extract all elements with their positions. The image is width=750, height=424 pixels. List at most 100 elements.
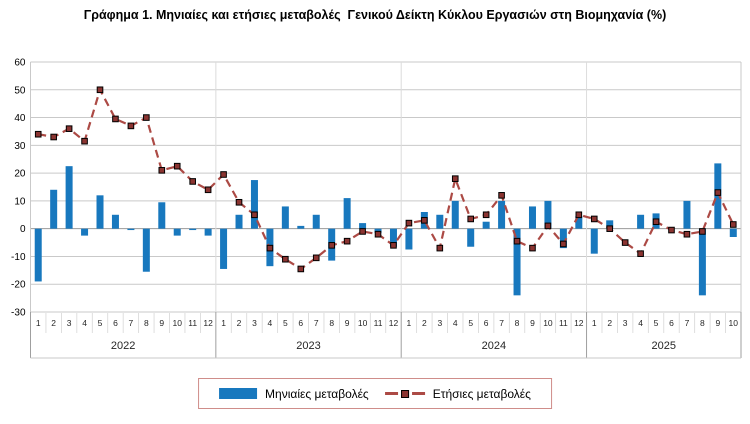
- marker-annual-change: [714, 189, 722, 196]
- marker-annual-change: [436, 244, 444, 252]
- annual-line-swatch-icon: [384, 389, 425, 398]
- marker-annual-change: [112, 115, 119, 123]
- x-month-label: 5: [468, 318, 473, 328]
- annual-dash-left: [384, 392, 398, 395]
- marker-annual-change: [374, 230, 382, 238]
- x-month-label: 4: [638, 318, 643, 328]
- marker-annual-change: [529, 244, 536, 252]
- x-month-label: 3: [252, 318, 257, 328]
- marker-annual-change: [173, 162, 181, 170]
- marker-annual-change: [498, 192, 505, 199]
- marker-annual-change: [143, 114, 150, 121]
- x-month-label: 7: [499, 318, 504, 328]
- bar-monthly-change: [714, 163, 722, 229]
- x-month-label: 6: [484, 318, 489, 328]
- bar-monthly-change: [544, 200, 552, 229]
- bar-monthly-change: [142, 228, 150, 272]
- x-month-label: 9: [345, 318, 350, 328]
- marker-annual-change: [621, 239, 629, 246]
- x-month-label: 10: [543, 318, 553, 328]
- x-month-label: 10: [358, 318, 368, 328]
- x-month-label: 4: [453, 318, 458, 328]
- x-month-label: 5: [654, 318, 659, 328]
- marker-annual-change: [343, 237, 351, 245]
- x-month-label: 9: [530, 318, 535, 328]
- x-month-label: 4: [82, 318, 87, 328]
- marker-annual-change: [421, 217, 428, 224]
- annual-marker-square: [400, 389, 409, 398]
- x-month-label: 1: [36, 318, 41, 328]
- marker-annual-change: [81, 137, 88, 145]
- x-month-label: 9: [159, 318, 164, 328]
- x-month-label: 3: [67, 318, 72, 328]
- bar-monthly-change: [312, 214, 320, 229]
- marker-annual-change: [405, 219, 413, 227]
- marker-annual-change: [204, 186, 212, 194]
- y-tick-label: 20: [14, 169, 26, 180]
- monthly-bars-swatch-icon: [219, 388, 258, 399]
- marker-annual-change: [220, 171, 227, 178]
- x-month-label: 6: [669, 318, 674, 328]
- x-year-label: 2025: [652, 340, 676, 352]
- bar-monthly-change: [343, 198, 351, 229]
- x-year-label: 2022: [111, 340, 135, 352]
- bar-monthly-change: [698, 228, 706, 296]
- bar-monthly-change: [173, 228, 181, 236]
- x-month-label: 8: [700, 318, 705, 328]
- x-month-label: 3: [623, 318, 628, 328]
- x-month-label: 2: [607, 318, 612, 328]
- bar-monthly-change: [81, 228, 89, 236]
- bar-monthly-change: [65, 166, 73, 229]
- marker-annual-change: [482, 211, 490, 219]
- marker-annual-change: [513, 237, 521, 245]
- x-month-label: 4: [268, 318, 273, 328]
- marker-annual-change: [683, 230, 691, 238]
- marker-annual-change: [34, 130, 42, 138]
- marker-annual-change: [668, 226, 675, 234]
- marker-annual-change: [266, 244, 274, 252]
- chart-legend: Μηνιαίες μεταβολές Ετήσιες μεταβολές: [198, 378, 552, 409]
- x-month-label: 9: [715, 318, 720, 328]
- marker-annual-change: [297, 265, 305, 273]
- x-month-label: 1: [407, 318, 412, 328]
- x-month-label: 2: [51, 318, 56, 328]
- bar-monthly-change: [467, 228, 475, 247]
- marker-annual-change: [729, 221, 737, 228]
- y-tick-label: -10: [11, 252, 26, 263]
- marker-annual-change: [235, 198, 243, 206]
- x-month-label: 2: [422, 318, 427, 328]
- legend-label-monthly: Μηνιαίες μεταβολές: [265, 386, 369, 401]
- marker-annual-change: [65, 125, 73, 132]
- x-month-label: 1: [221, 318, 226, 328]
- marker-annual-change: [560, 240, 567, 248]
- x-month-label: 11: [188, 318, 197, 328]
- bar-monthly-change: [374, 228, 382, 233]
- y-tick-label: 60: [14, 58, 26, 69]
- bar-monthly-change: [158, 202, 166, 229]
- x-month-label: 10: [729, 318, 739, 328]
- marker-annual-change: [637, 250, 644, 257]
- bar-monthly-change: [528, 206, 536, 229]
- marker-annual-change: [590, 215, 598, 223]
- bar-monthly-change: [250, 180, 258, 229]
- legend-item-annual: Ετήσιες μεταβολές: [384, 387, 531, 401]
- y-tick-label: 0: [20, 224, 26, 235]
- x-month-label: 6: [298, 318, 303, 328]
- marker-annual-change: [127, 122, 135, 130]
- x-month-label: 8: [515, 318, 520, 328]
- bar-monthly-change: [235, 214, 243, 229]
- marker-annual-change: [282, 255, 289, 263]
- marker-annual-change: [699, 228, 706, 235]
- x-month-label: 11: [559, 318, 568, 328]
- y-tick-label: -20: [11, 280, 26, 291]
- marker-annual-change: [189, 178, 196, 185]
- marker-annual-change: [575, 211, 583, 219]
- x-month-label: 6: [113, 318, 118, 328]
- bar-monthly-change: [513, 228, 521, 296]
- marker-annual-change: [328, 242, 335, 249]
- marker-annual-change: [96, 86, 104, 94]
- bar-monthly-change: [405, 228, 413, 250]
- bar-monthly-change: [575, 216, 583, 229]
- annual-dash-right: [411, 392, 425, 395]
- y-tick-label: 40: [14, 113, 26, 124]
